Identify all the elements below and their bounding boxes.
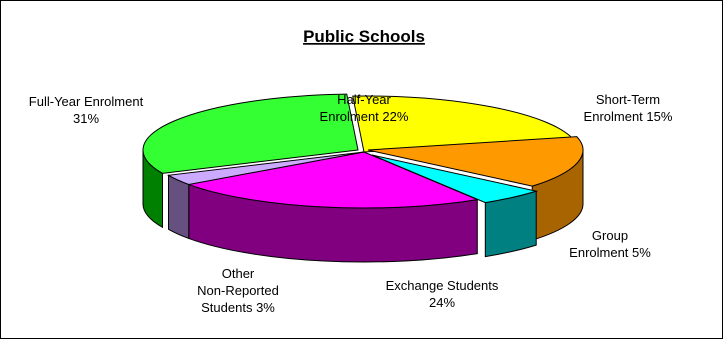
slice-label-group: Group Enrolment 5%	[569, 228, 651, 260]
slice-label-halfyear: Half-Year Enrolment 22%	[320, 92, 409, 124]
pie-slice-group	[371, 154, 539, 204]
pie-slice-exchange	[186, 151, 480, 209]
pie-side-other	[168, 174, 190, 240]
pie-slice-other	[166, 151, 365, 185]
slice-label-fullyear: Full-Year Enrolment 31%	[29, 94, 144, 126]
slice-label-other: Other Non-Reported Students 3%	[197, 266, 279, 315]
pie-slice-shortterm	[367, 136, 584, 187]
pie-slice-halfyear	[352, 95, 574, 153]
slice-label-exchange: Exchange Students 24%	[386, 278, 499, 310]
slice-label-shortterm: Short-Term Enrolment 15%	[584, 92, 673, 124]
chart-title: Public Schools	[303, 27, 425, 46]
pie-slice-fullyear	[142, 93, 359, 174]
